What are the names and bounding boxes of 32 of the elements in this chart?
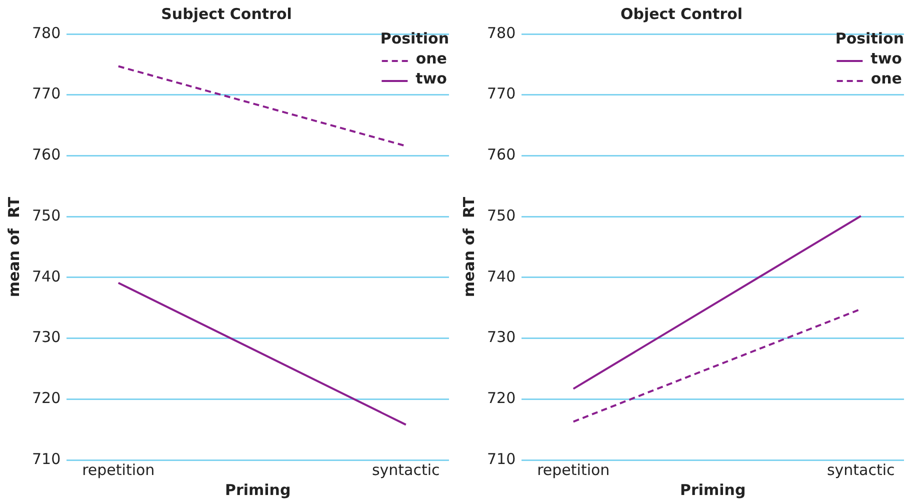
legend-label: two xyxy=(416,69,447,88)
y-tick-label: 750 xyxy=(32,206,61,224)
x-tick-label: syntactic xyxy=(372,460,440,479)
legend-label: one xyxy=(416,49,447,68)
y-tick-label: 740 xyxy=(486,267,516,286)
y-tick-label: 710 xyxy=(486,450,516,468)
legend-title: Position xyxy=(835,29,904,48)
legend-label: one xyxy=(870,69,902,88)
y-axis-title: mean of RT xyxy=(460,196,478,298)
y-tick-label: 770 xyxy=(32,84,61,103)
y-tick-label: 760 xyxy=(32,146,61,164)
legend-label: two xyxy=(870,49,902,68)
x-axis-title: Priming xyxy=(224,480,291,499)
y-tick-label: 720 xyxy=(32,389,61,408)
y-tick-label: 770 xyxy=(486,84,516,103)
y-tick-label: 740 xyxy=(32,267,61,286)
y-tick-label: 780 xyxy=(486,24,516,42)
y-tick-label: 750 xyxy=(486,206,516,224)
chart-title: Object Control xyxy=(620,4,743,23)
y-tick-label: 760 xyxy=(486,146,516,164)
chart-title: Subject Control xyxy=(161,4,292,23)
x-tick-label: repetition xyxy=(537,460,610,479)
x-axis-title: Priming xyxy=(680,480,746,499)
x-tick-label: repetition xyxy=(82,460,155,479)
y-axis-title: mean of RT xyxy=(4,196,23,298)
y-tick-label: 780 xyxy=(32,24,61,42)
legend-title: Position xyxy=(380,29,449,48)
y-tick-label: 710 xyxy=(32,450,61,468)
y-tick-label: 730 xyxy=(32,328,61,346)
y-tick-label: 730 xyxy=(486,328,516,346)
x-tick-label: syntactic xyxy=(826,460,895,479)
y-tick-label: 720 xyxy=(486,389,516,408)
